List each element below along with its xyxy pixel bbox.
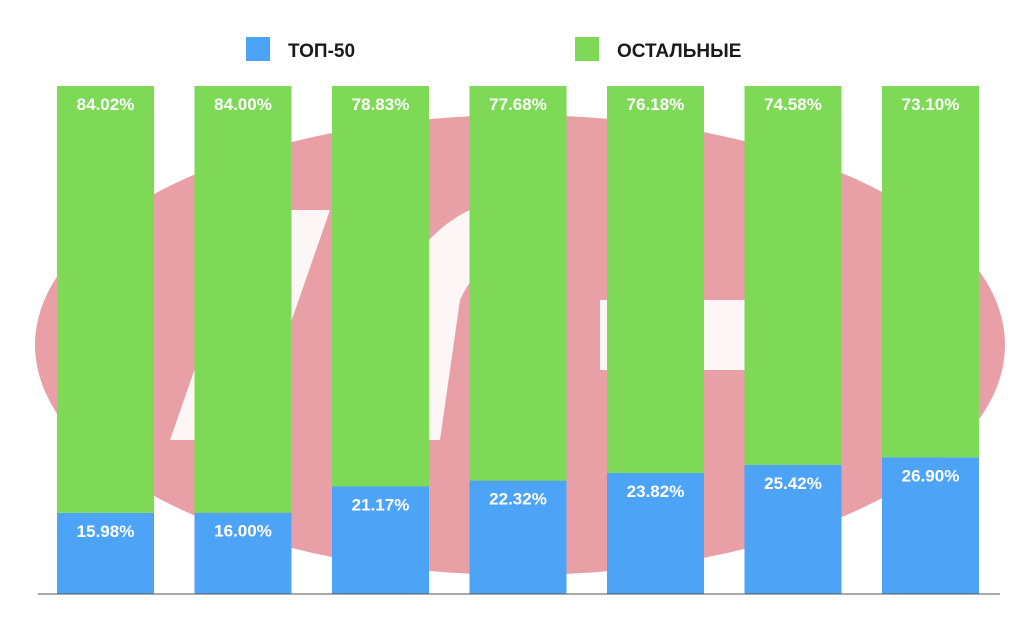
data-label-others-2: 78.83% bbox=[352, 95, 410, 114]
bar-top50-5 bbox=[744, 464, 842, 594]
data-label-others-0: 84.02% bbox=[77, 95, 135, 114]
bar-others-4 bbox=[607, 86, 704, 473]
data-label-top50-5: 25.42% bbox=[764, 474, 822, 493]
data-label-top50-3: 22.32% bbox=[489, 490, 547, 509]
bar-top50-6 bbox=[882, 457, 979, 594]
data-label-top50-6: 26.90% bbox=[902, 466, 960, 485]
legend-label-others: ОСТАЛЬНЫЕ bbox=[617, 41, 741, 62]
bar-top50-1 bbox=[194, 512, 292, 594]
bar-others-3 bbox=[469, 86, 567, 481]
bar-top50-3 bbox=[469, 480, 567, 594]
bar-top50-2 bbox=[332, 486, 429, 594]
data-label-top50-2: 21.17% bbox=[352, 495, 410, 514]
data-label-top50-1: 16.00% bbox=[214, 522, 272, 541]
legend-label-top50: ТОП-50 bbox=[288, 41, 355, 62]
bar-others-5 bbox=[744, 86, 842, 465]
bars-group: 15.98% 84.02% 16.00% 84.00% 21.17% 78.83% 22.3… bbox=[57, 86, 979, 594]
bar-others-0 bbox=[57, 86, 154, 513]
legend-swatch-top50 bbox=[246, 37, 270, 61]
bar-others-1 bbox=[194, 86, 292, 513]
data-label-others-6: 73.10% bbox=[902, 95, 960, 114]
data-label-others-4: 76.18% bbox=[627, 95, 685, 114]
data-label-others-3: 77.68% bbox=[489, 95, 547, 114]
bar-others-2 bbox=[332, 86, 429, 487]
data-label-top50-4: 23.82% bbox=[627, 482, 685, 501]
data-label-top50-0: 15.98% bbox=[77, 522, 135, 541]
legend: ТОП-50 ОСТАЛЬНЫЕ bbox=[246, 37, 741, 62]
bar-top50-0 bbox=[57, 512, 154, 594]
bar-top50-4 bbox=[607, 472, 704, 594]
data-label-others-5: 74.58% bbox=[764, 95, 822, 114]
legend-swatch-others bbox=[575, 37, 599, 61]
data-label-others-1: 84.00% bbox=[214, 95, 272, 114]
bar-others-6 bbox=[882, 86, 979, 458]
